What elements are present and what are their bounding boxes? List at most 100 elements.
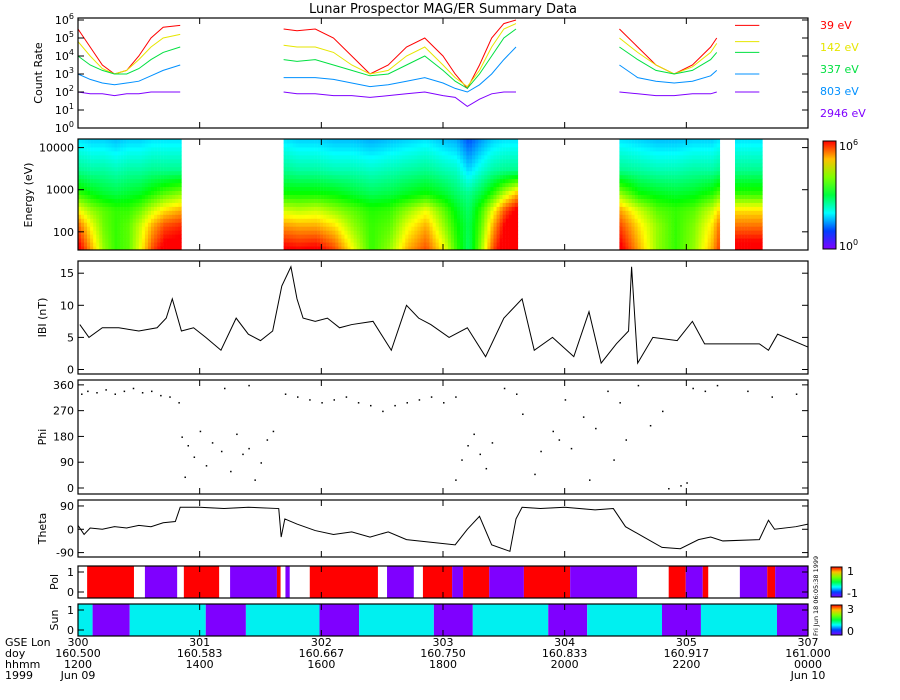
spectrogram-cell — [655, 226, 660, 231]
spectrogram-cell — [286, 146, 290, 152]
spectrogram-cell — [423, 222, 427, 227]
spectrogram-cell — [81, 242, 85, 247]
spectrogram-cell — [741, 170, 745, 176]
spectrogram-cell — [326, 154, 330, 160]
phi-ylabel: Phi — [36, 429, 49, 446]
spectrogram-cell — [383, 146, 388, 152]
spectrogram-cell — [341, 246, 345, 251]
spectrogram-cell — [643, 230, 648, 235]
spectrogram-cell — [126, 150, 130, 156]
spectrogram-cell — [493, 210, 497, 215]
spectrogram-cell — [481, 218, 485, 223]
spectrogram-cell — [332, 226, 336, 231]
spectrogram-cell — [668, 142, 672, 148]
spectrogram-cell — [175, 242, 179, 247]
spectrogram-cell — [466, 214, 470, 219]
spectrogram-cell — [414, 218, 418, 223]
spectrogram-cell — [326, 198, 330, 203]
spectrogram-cell — [399, 238, 403, 243]
spectrogram-cell — [307, 234, 312, 239]
spectrogram-cell — [643, 182, 648, 188]
spectrogram-cell — [511, 222, 516, 227]
spectrogram-cell — [393, 246, 397, 251]
spectrogram-cell — [317, 214, 321, 219]
spectrogram-cell — [426, 226, 430, 231]
spectrogram-cell — [298, 158, 303, 164]
spectrogram-cell — [747, 210, 751, 215]
spectrogram-cell — [463, 186, 467, 192]
spectrogram-cell — [292, 154, 297, 160]
spectrogram-cell — [668, 178, 672, 184]
spectrogram-cell — [87, 226, 91, 231]
spectrogram-cell — [622, 226, 626, 231]
spectrogram-cell — [490, 182, 494, 188]
phi-point — [254, 479, 256, 481]
spectrogram-cell — [499, 210, 503, 215]
spectrogram-cell — [514, 162, 519, 168]
spectrogram-cell — [405, 222, 409, 227]
spectrogram-cell — [619, 166, 623, 172]
time-axis-tick-label: 2000 — [551, 658, 579, 671]
spectrogram-cell — [646, 230, 651, 235]
spectrogram-cell — [141, 226, 146, 231]
spectrogram-cell — [411, 174, 415, 180]
spectrogram-cell — [680, 210, 684, 215]
spectrogram-cell — [368, 242, 373, 247]
spectrogram-cell — [368, 198, 373, 203]
spectrogram-cell — [123, 170, 127, 176]
spectrogram-cell — [169, 190, 173, 195]
spectrogram-cell — [741, 242, 745, 247]
spectrogram-cell — [335, 198, 339, 203]
time-axis-row-label: doy — [5, 647, 26, 660]
spectrogram-cell — [144, 246, 149, 251]
spectrogram-cell — [701, 139, 705, 144]
spectrogram-cell — [674, 242, 678, 247]
phi-point — [461, 459, 463, 461]
spectrogram-cell — [441, 174, 446, 180]
spectrogram-cell — [493, 182, 497, 188]
spectrogram-cell — [692, 162, 696, 168]
spectrogram-cell — [453, 206, 458, 211]
spectrogram-cell — [499, 162, 503, 168]
spectrogram-cell — [344, 234, 348, 239]
spectrogram-cell — [716, 214, 721, 219]
spectrogram-cell — [671, 142, 675, 148]
spectrogram-cell — [393, 198, 397, 203]
spectrogram-cell — [344, 162, 348, 168]
spectrogram-cell — [665, 246, 669, 251]
spectrogram-cell — [628, 190, 632, 195]
spectrogram-cell — [307, 246, 312, 251]
spectrogram-cell — [138, 150, 143, 156]
spectrogram-cell — [622, 162, 626, 168]
spectrogram-cell — [643, 238, 648, 243]
spectrogram-cell — [96, 170, 100, 176]
spectrogram-cell — [677, 162, 681, 168]
count-rate-ytick-label: 101 — [55, 102, 74, 117]
spectrogram-cell — [157, 190, 161, 195]
spectrogram-cell — [310, 210, 315, 215]
spectrogram-cell — [426, 238, 430, 243]
spectrogram-cell — [646, 206, 651, 211]
spectrogram-cell — [631, 202, 635, 207]
spectrogram-cell — [338, 158, 342, 164]
spectrogram-cell — [658, 230, 663, 235]
spectrogram-cell — [292, 178, 297, 184]
spectrogram-cell — [759, 182, 763, 188]
spectrogram-cell — [652, 238, 657, 243]
spectrogram-cell — [631, 142, 635, 148]
spectrogram-cell — [414, 190, 418, 195]
sun-colorbar — [830, 604, 843, 636]
spectrogram-cell — [377, 202, 382, 207]
spectrogram-cell — [301, 234, 306, 239]
spectrogram-cell — [289, 162, 293, 168]
spectrogram-cell — [81, 146, 85, 152]
phi-point — [266, 439, 269, 441]
spectrogram-cell — [469, 194, 473, 199]
spectrogram-cell — [380, 146, 385, 152]
spectrogram-cell — [344, 226, 348, 231]
spectrogram-cell — [704, 166, 708, 172]
spectrogram-cell — [283, 214, 287, 219]
spectrogram-cell — [368, 150, 373, 156]
spectrogram-cell — [514, 214, 519, 219]
spectrogram-cell — [301, 139, 306, 144]
